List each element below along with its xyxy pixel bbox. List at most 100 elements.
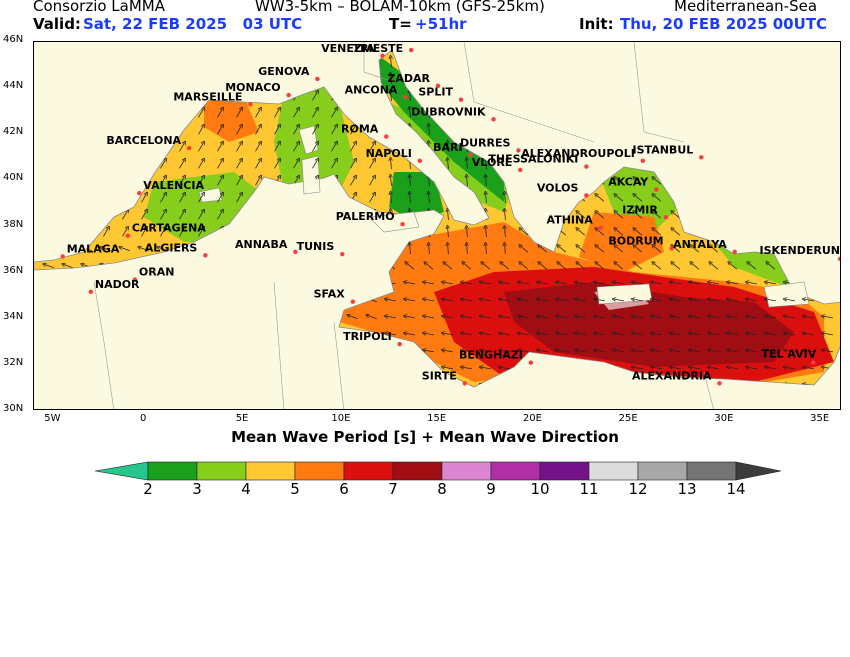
wave-direction-arrow (274, 160, 280, 169)
wave-direction-arrow (672, 212, 681, 219)
wave-direction-arrow (255, 177, 261, 186)
wave-direction-arrow (425, 263, 434, 270)
city-label: ROMA (341, 123, 379, 136)
wave-direction-arrow (557, 350, 567, 352)
wave-direction-arrow (766, 367, 776, 369)
wave-direction-arrow (671, 299, 681, 301)
lon-tick-label: 35E (810, 413, 830, 424)
wave-direction-arrow (747, 316, 757, 318)
lat-tick-label: 34N (3, 310, 24, 322)
wave-direction-arrow (500, 316, 510, 318)
forecast-step-value: +51hr (415, 15, 467, 33)
wave-direction-arrow (577, 212, 586, 219)
wave-direction-arrow (369, 177, 375, 186)
city-marker (528, 360, 534, 365)
wave-direction-arrow (293, 109, 299, 118)
wave-direction-arrow (448, 142, 449, 153)
wave-direction-arrow (410, 91, 411, 102)
wave-direction-arrow (391, 74, 392, 85)
wave-direction-arrow (652, 282, 662, 284)
city-label: TRIESTE (353, 42, 404, 55)
wave-direction-arrow (198, 143, 204, 152)
wave-direction-arrow (690, 316, 700, 318)
legend-6-7 (343, 461, 394, 481)
models-label: WW3-5km – BOLAM-10km (GFS-25km) (255, 0, 545, 15)
wave-direction-arrow (614, 350, 624, 352)
wave-direction-arrow (481, 333, 491, 335)
legend-3-4 (196, 461, 247, 481)
wave-direction-arrow (785, 316, 795, 318)
wave-direction-arrow (369, 143, 375, 152)
wave-direction-arrow (747, 350, 757, 352)
legend-tick-label: 3 (192, 480, 202, 498)
legend-2-3 (147, 461, 198, 481)
wave-direction-arrow (179, 143, 185, 152)
wave-direction-arrow (462, 316, 472, 318)
wave-direction-arrow (558, 263, 567, 270)
wave-direction-arrow (728, 282, 738, 284)
city-label: ANTALYA (673, 238, 727, 251)
wave-direction-arrow (467, 244, 468, 255)
wave-direction-arrow (274, 109, 280, 118)
wave-direction-arrow (217, 211, 223, 220)
city-marker (669, 246, 674, 251)
city-label: THESSALONIKI (488, 153, 578, 166)
wave-direction-arrow (443, 316, 453, 318)
wave-direction-arrow (691, 263, 700, 270)
wave-direction-arrow (576, 282, 586, 284)
legend-8-9 (441, 461, 492, 481)
wave-direction-arrow (424, 299, 434, 301)
wave-direction-arrow (179, 160, 185, 169)
wave-direction-arrow (615, 212, 624, 219)
city-marker (384, 134, 389, 139)
lon-tick-label: 20E (522, 413, 542, 424)
lon-tick-label: 5W (44, 413, 61, 424)
wave-direction-arrow (615, 178, 624, 185)
wave-direction-arrow (179, 228, 185, 237)
city-marker (435, 83, 441, 89)
wave-direction-arrow (160, 177, 166, 186)
init-datetime: Thu, 20 FEB 2025 00UTC (620, 15, 828, 33)
city-marker (125, 233, 131, 238)
wave-direction-arrow (500, 333, 510, 335)
wave-direction-arrow (577, 246, 586, 253)
city-marker (350, 299, 355, 304)
city-label: SFAX (314, 288, 346, 301)
init-label: Init: (579, 15, 614, 33)
city-label: VALENCIA (143, 179, 204, 192)
wave-direction-arrow (614, 299, 624, 301)
wave-direction-arrow (198, 160, 204, 169)
wave-direction-arrow (141, 194, 147, 203)
wave-direction-arrow (690, 333, 700, 335)
wave-direction-arrow (429, 125, 430, 136)
wave-direction-arrow (160, 211, 166, 220)
wave-direction-arrow (386, 333, 396, 335)
wave-direction-arrow (653, 178, 662, 185)
wave-direction-arrow (747, 282, 757, 284)
wave-direction-arrow (652, 350, 662, 352)
city-marker (60, 254, 65, 259)
lat-tick-label: 40N (3, 172, 24, 184)
wave-direction-arrow (728, 333, 738, 335)
wave-direction-arrow (691, 246, 700, 253)
city-label: ZADAR (387, 72, 430, 85)
wave-direction-arrow (577, 229, 586, 236)
wave-direction-arrow (410, 176, 411, 187)
city-label: SIRTE (422, 369, 457, 382)
wave-direction-arrow (391, 193, 392, 204)
wave-direction-arrow (595, 299, 605, 301)
wave-direction-arrow (406, 263, 415, 270)
wave-direction-arrow (158, 247, 168, 252)
lat-tick-label: 30N (3, 403, 24, 414)
wave-direction-arrow (615, 195, 624, 202)
country-borders (93, 42, 714, 409)
wave-direction-arrow (405, 316, 415, 318)
wave-direction-arrow (633, 367, 643, 369)
wave-direction-arrow (557, 316, 567, 318)
wave-direction-arrow (198, 177, 204, 186)
wave-direction-arrow (160, 160, 166, 169)
city-marker (380, 53, 385, 59)
wave-direction-arrow (520, 229, 529, 236)
wave-direction-arrow (350, 126, 356, 135)
legend-tick-label: 14 (726, 480, 746, 498)
